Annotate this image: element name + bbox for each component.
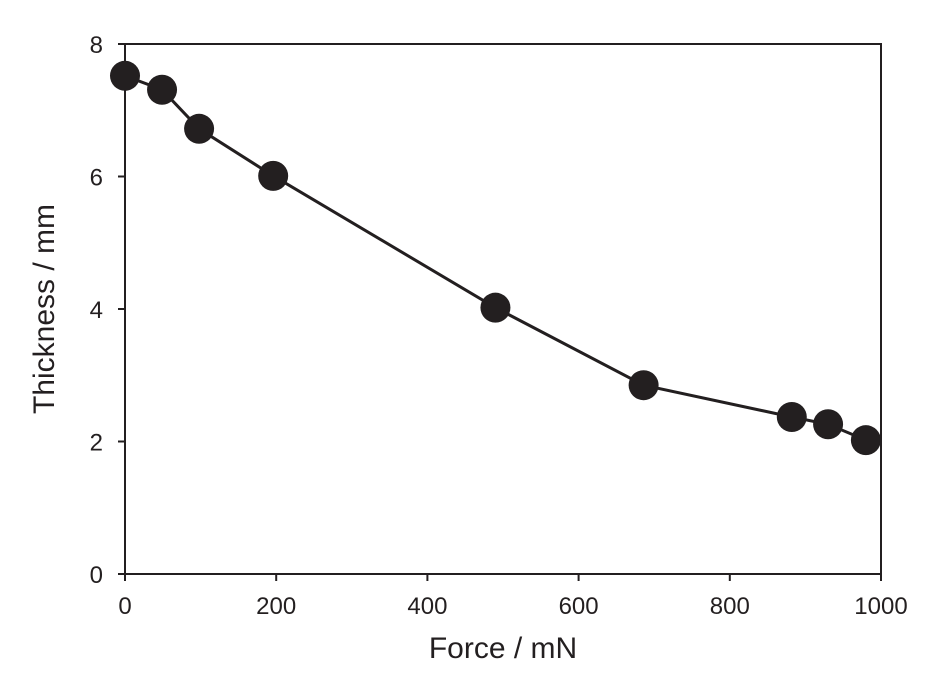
data-point [813,409,844,440]
data-point [110,60,140,91]
data-point [480,292,511,323]
y-tick-label: 0 [90,562,103,589]
y-tick-label: 2 [90,430,103,457]
y-tick-label: 8 [90,32,103,59]
x-tick-label: 400 [407,593,447,620]
x-tick-label: 0 [118,593,131,620]
data-point [184,113,215,144]
x-tick-label: 1000 [854,593,907,620]
data-point [776,401,807,432]
series-line [124,74,867,442]
data-point [258,160,289,191]
y-axis-label: Thickness / mm [28,204,61,414]
x-tick-label: 200 [256,593,296,620]
x-tick-label: 800 [710,593,750,620]
data-point [628,370,659,401]
data-point [147,74,178,105]
data-point [850,425,881,456]
x-axis-label: Force / mN [429,632,577,665]
x-tick-label: 600 [559,593,599,620]
y-tick-label: 6 [90,165,103,192]
y-tick-label: 4 [90,297,103,324]
